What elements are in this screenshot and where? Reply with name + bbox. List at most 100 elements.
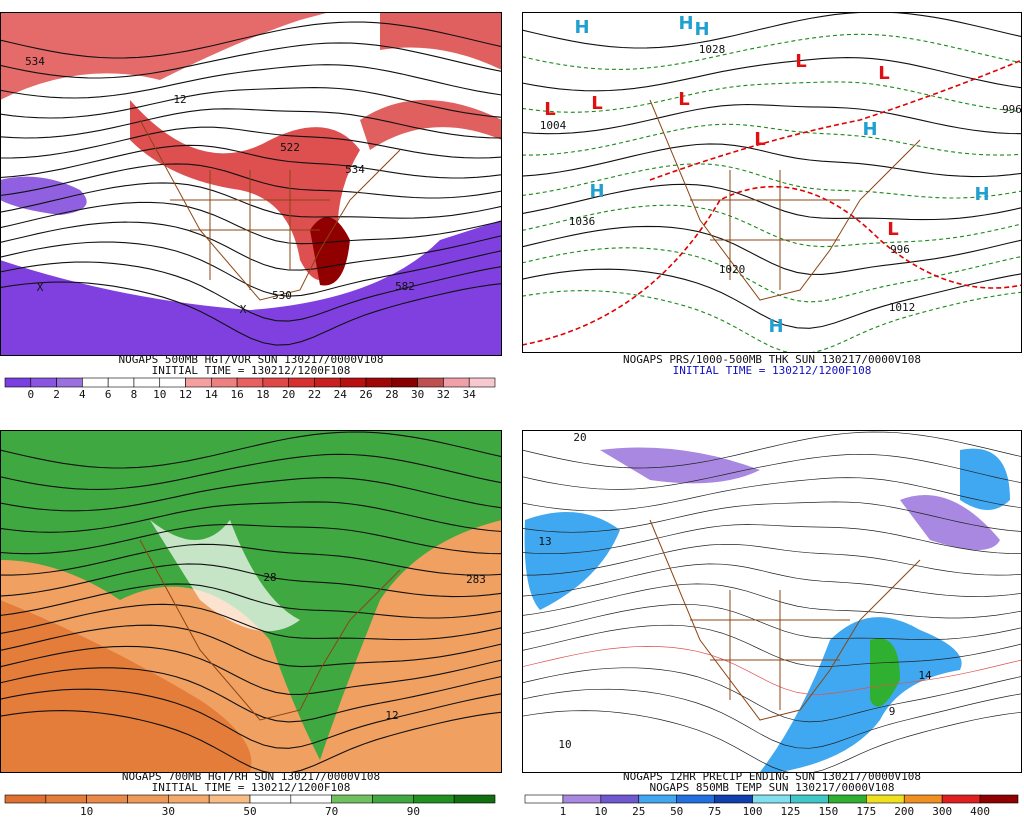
colorbar-label: 300: [932, 805, 952, 818]
colorbar-box: [236, 377, 264, 388]
contour-label: 1020: [719, 263, 746, 276]
contour: [0, 501, 502, 533]
colorbar-box: [249, 794, 292, 804]
contour: [522, 603, 1022, 640]
colorbar-box: [4, 794, 47, 804]
contour: [522, 667, 1022, 723]
contour-label: X: [240, 303, 247, 316]
contour: [522, 563, 1022, 597]
contour-label: 283: [466, 573, 486, 586]
colorbar-label: 10: [80, 805, 93, 818]
contour-label: 12: [173, 93, 186, 106]
colorbar-label: 24: [334, 388, 348, 401]
pressure-center: H: [694, 19, 709, 40]
pressure-center: L: [754, 129, 765, 150]
contour: [0, 281, 502, 346]
contour-label: 10: [558, 738, 571, 751]
contour-label: 13: [538, 535, 551, 548]
contour: [0, 453, 502, 490]
colorbar-label: 20: [282, 388, 295, 401]
contour: [522, 268, 1022, 329]
pressure-center: L: [878, 63, 889, 84]
contour-label: 12: [385, 709, 398, 722]
contour: [0, 221, 502, 271]
caption: NOGAPS 700MB HGT/RH SUN 130217/0000V108: [122, 770, 380, 783]
colorbar-box: [288, 377, 315, 388]
contour: [0, 688, 502, 749]
colorbar-box: [133, 377, 161, 388]
colorbar-box: [828, 794, 867, 804]
contour-label: 522: [280, 141, 300, 154]
contour: [522, 624, 1022, 667]
thickness-line: [649, 59, 1022, 181]
contour-label: 1028: [699, 43, 726, 56]
caption: NOGAPS 500MB HGT/VOR SUN 130217/0000V108: [119, 353, 384, 366]
contour: [522, 103, 1022, 135]
contour: [522, 583, 1022, 619]
contour: [0, 42, 502, 79]
contour: [0, 603, 502, 641]
caption: INITIAL TIME = 130212/1200F108: [152, 364, 351, 377]
colorbar-box: [903, 794, 943, 804]
contour: [522, 183, 1022, 221]
colorbar-box: [866, 794, 905, 804]
colorbar-label: 28: [385, 388, 398, 401]
colorbar-box: [211, 377, 238, 388]
colorbar-box: [82, 377, 109, 388]
colorbar-label: 90: [407, 805, 420, 818]
contour: [0, 21, 502, 59]
colorbar-box: [314, 377, 341, 388]
colorbar-box: [524, 794, 564, 804]
contour: [0, 182, 502, 219]
contour: [0, 667, 502, 723]
pressure-center: L: [544, 99, 555, 120]
contour: [0, 126, 502, 159]
colorbar-label: 25: [632, 805, 645, 818]
contour: [0, 108, 502, 139]
colorbar-label: 75: [708, 805, 721, 818]
colorbar-box: [208, 794, 251, 804]
colorbar-box: [185, 377, 212, 388]
colorbar-box: [30, 377, 57, 388]
colorbar-label: 10: [594, 805, 607, 818]
contour-label: 28: [263, 571, 276, 584]
contour: [522, 123, 1022, 156]
colorbar-box: [107, 377, 135, 388]
contour: [0, 624, 502, 668]
contour-label: 9: [889, 705, 896, 718]
caption: INITIAL TIME = 130212/1200F108: [673, 364, 872, 377]
contour: [522, 57, 1022, 92]
colorbar-label: 30: [162, 805, 175, 818]
contour: [0, 201, 502, 245]
colorbar-label: 70: [325, 805, 338, 818]
contour: [0, 64, 502, 99]
colorbar-label: 6: [105, 388, 112, 401]
colorbar-box: [331, 794, 373, 804]
contour-label: 530: [272, 289, 292, 302]
contour: [522, 81, 1022, 113]
colorbar-box: [600, 794, 640, 804]
contour-label: 996: [1002, 103, 1022, 116]
colorbar-label: 100: [743, 805, 763, 818]
pressure-center: L: [678, 89, 689, 110]
colorbar-label: 18: [256, 388, 269, 401]
colorbar-label: 150: [818, 805, 838, 818]
contour: [0, 431, 502, 469]
colorbar-label: 125: [781, 805, 801, 818]
colorbar-box: [127, 794, 169, 804]
pressure-center: H: [768, 316, 783, 337]
colorbar-box: [979, 794, 1019, 804]
colorbar-label: 200: [894, 805, 914, 818]
colorbar-box: [365, 377, 393, 388]
contour: [0, 543, 502, 576]
pressure-center: H: [862, 119, 877, 140]
colorbar-box: [714, 794, 753, 804]
contour: [0, 645, 502, 695]
contour: [522, 143, 1022, 178]
colorbar-box: [638, 794, 677, 804]
colorbar-label: 50: [243, 805, 256, 818]
contour-label: 20: [573, 431, 586, 444]
contour: [0, 144, 502, 179]
contour: [0, 261, 502, 322]
colorbar-label: 4: [79, 388, 86, 401]
